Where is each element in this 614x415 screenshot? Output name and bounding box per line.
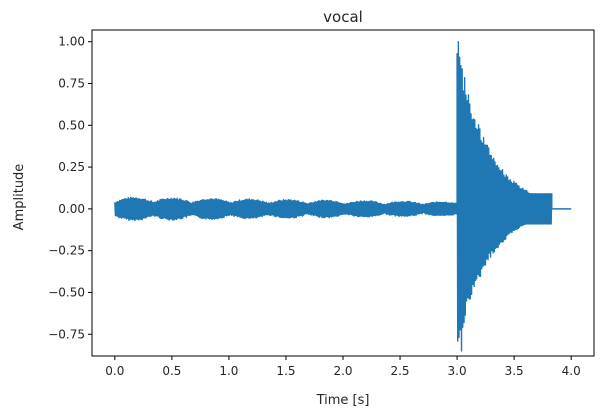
x-tick-label: 2.0 xyxy=(333,364,352,378)
y-tick-label: 0.00 xyxy=(58,202,85,216)
chart-title: vocal xyxy=(323,8,363,26)
y-axis-label: Amplitude xyxy=(12,164,27,231)
x-axis: 0.0 0.5 1.0 1.5 2.0 2.5 3.0 3.5 4.0 xyxy=(105,356,581,378)
x-tick-label: 0.5 xyxy=(162,364,181,378)
y-tick-label: 0.25 xyxy=(58,160,85,174)
y-tick-label: −0.50 xyxy=(48,285,85,299)
x-tick-label: 3.0 xyxy=(448,364,467,378)
x-tick-label: 4.0 xyxy=(562,364,581,378)
x-tick-label: 0.0 xyxy=(105,364,124,378)
x-tick-label: 3.5 xyxy=(505,364,524,378)
waveform-line xyxy=(114,41,572,352)
y-tick-label: −0.75 xyxy=(48,327,85,341)
y-tick-label: 0.75 xyxy=(58,76,85,90)
x-axis-label: Time [s] xyxy=(316,393,370,408)
y-tick-label: −0.25 xyxy=(48,244,85,258)
x-tick-label: 2.5 xyxy=(390,364,409,378)
y-tick-label: 0.50 xyxy=(58,118,85,132)
y-axis: 1.00 0.75 0.50 0.25 0.00 −0.25 −0.50 −0.75 xyxy=(48,35,92,341)
x-tick-label: 1.0 xyxy=(219,364,238,378)
plot-area xyxy=(114,41,572,352)
y-tick-label: 1.00 xyxy=(58,35,85,49)
x-tick-label: 1.5 xyxy=(276,364,295,378)
